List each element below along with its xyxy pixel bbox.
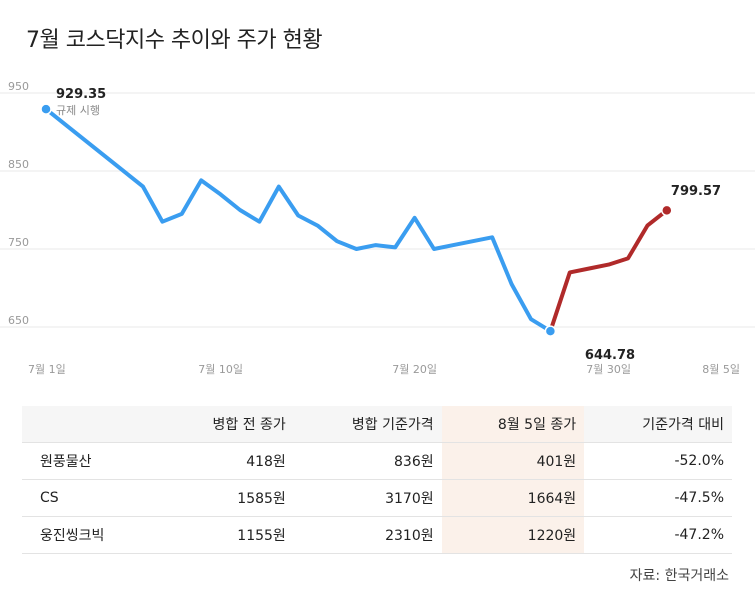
- end-point-marker: [661, 204, 673, 217]
- table-cell: -52.0%: [584, 442, 732, 480]
- table-cell: CS: [22, 479, 159, 517]
- y-tick-label: 850: [8, 158, 29, 171]
- chart-title: 7월 코스닥지수 추이와 주가 현황: [26, 28, 323, 53]
- y-tick-label: 750: [8, 236, 29, 249]
- series-line: [44, 107, 553, 334]
- table-cell: -47.5%: [584, 479, 732, 517]
- table-header-cell: 병합 기준가격: [293, 406, 442, 443]
- table-row: 원풍물산 418원 836원 401원 -52.0%: [22, 442, 732, 480]
- table-cell: 웅진씽크빅: [22, 516, 159, 554]
- table-header-cell: 8월 5일 종가: [441, 406, 585, 443]
- table-header-row: 병합 전 종가 병합 기준가격 8월 5일 종가 기준가격 대비: [22, 406, 732, 443]
- table-cell: 3170원: [293, 479, 442, 517]
- series-line: [548, 208, 669, 334]
- low-point-marker: [544, 325, 557, 337]
- table-cell: 418원: [158, 442, 294, 480]
- x-tick-label: 7월 1일: [28, 362, 66, 376]
- start-point-marker: [40, 103, 52, 115]
- table-header-cell: 병합 전 종가: [158, 406, 294, 443]
- x-tick-label: 7월 10일: [198, 362, 243, 376]
- end-value-label: 799.57: [671, 184, 721, 199]
- table-cell: 836원: [293, 442, 442, 480]
- table-row: CS 1585원 3170원 1664원 -47.5%: [22, 479, 732, 517]
- x-tick-label: 7월 20일: [392, 362, 437, 376]
- table-cell: 401원: [441, 442, 585, 480]
- table-header-cell: 기준가격 대비: [584, 406, 732, 443]
- low-value-label: 644.78: [585, 348, 635, 363]
- y-tick-label: 650: [8, 314, 29, 327]
- table-cell: 1155원: [158, 516, 294, 554]
- kosdaq-line-chart: 950 850 750 650 7월 1일 7월 10일 7월 20일 7월 30일 8월 5일…: [0, 80, 755, 376]
- start-value-label: 929.35: [56, 87, 106, 102]
- start-note-label: 규제 시행: [56, 104, 100, 117]
- table-cell: 1664원: [441, 479, 585, 517]
- table-cell: 1585원: [158, 479, 294, 517]
- stock-price-table: 병합 전 종가 병합 기준가격 8월 5일 종가 기준가격 대비 원풍물산 41…: [22, 406, 732, 554]
- table-cell: 1220원: [441, 516, 585, 554]
- table-cell: -47.2%: [584, 516, 732, 554]
- x-tick-label: 7월 30일: [586, 362, 631, 376]
- table-header-cell: [22, 406, 159, 443]
- source-note: 자료: 한국거래소: [629, 568, 729, 584]
- x-tick-label: 8월 5일: [702, 362, 740, 376]
- y-tick-label: 950: [8, 80, 29, 93]
- table-cell: 원풍물산: [22, 442, 159, 480]
- table-row: 웅진씽크빅 1155원 2310원 1220원 -47.2%: [22, 516, 732, 554]
- table-cell: 2310원: [293, 516, 442, 554]
